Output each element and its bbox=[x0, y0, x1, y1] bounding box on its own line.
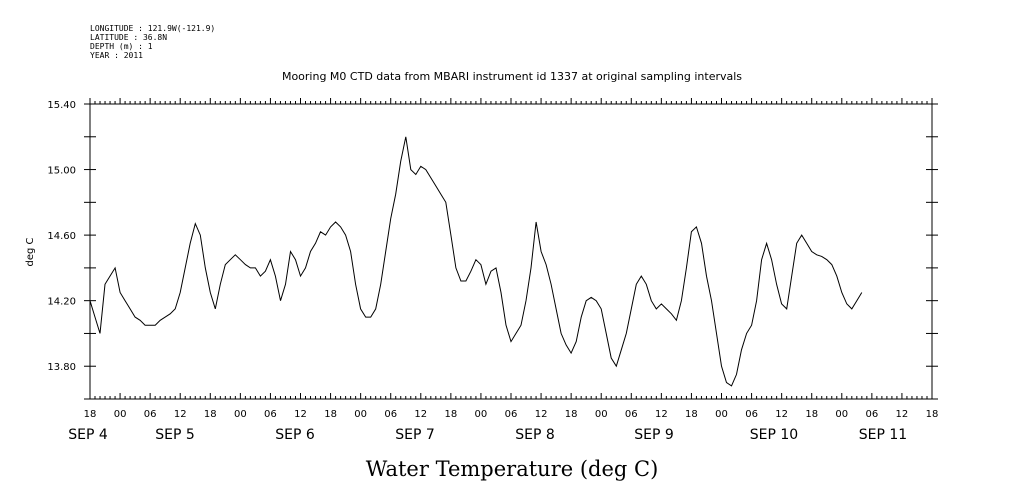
day-label: SEP 10 bbox=[750, 427, 798, 443]
x-tick-label: 12 bbox=[414, 409, 427, 420]
plot-frame bbox=[89, 103, 933, 400]
y-tick-label: 13.80 bbox=[47, 362, 76, 373]
x-tick-label: 18 bbox=[204, 409, 217, 420]
chart-title: Mooring M0 CTD data from MBARI instrumen… bbox=[282, 70, 742, 83]
x-tick-label: 18 bbox=[685, 409, 698, 420]
y-tick-label: 15.00 bbox=[47, 166, 76, 177]
x-tick-label: 00 bbox=[114, 409, 127, 420]
day-label: SEP 5 bbox=[155, 427, 195, 443]
x-tick-label: 12 bbox=[174, 409, 187, 420]
y-tick-label: 14.60 bbox=[47, 231, 76, 242]
longitude-label: LONGITUDE : 121.9W(-121.9) bbox=[90, 24, 215, 33]
day-label: SEP 7 bbox=[395, 427, 435, 443]
x-tick-label: 18 bbox=[324, 409, 337, 420]
day-label: SEP 6 bbox=[275, 427, 315, 443]
x-tick-label: 12 bbox=[535, 409, 548, 420]
x-tick-label: 12 bbox=[775, 409, 788, 420]
day-label: SEP 11 bbox=[859, 427, 907, 443]
day-label: SEP 8 bbox=[515, 427, 555, 443]
year-label: YEAR : 2011 bbox=[90, 51, 143, 60]
day-label: SEP 9 bbox=[634, 427, 674, 443]
x-tick-label: 00 bbox=[234, 409, 247, 420]
x-tick-label: 06 bbox=[144, 409, 157, 420]
latitude-label: LATITUDE : 36.8N bbox=[90, 33, 167, 42]
x-tick-label: 06 bbox=[625, 409, 638, 420]
x-tick-label: 18 bbox=[84, 409, 97, 420]
y-axis-label: deg C bbox=[25, 237, 36, 266]
x-tick-label: 12 bbox=[896, 409, 909, 420]
x-tick-label: 12 bbox=[655, 409, 668, 420]
x-axis-label: Water Temperature (deg C) bbox=[366, 457, 659, 481]
depth-label: DEPTH (m) : 1 bbox=[90, 42, 153, 51]
x-tick-label: 06 bbox=[505, 409, 518, 420]
y-tick-label: 15.40 bbox=[47, 100, 76, 111]
x-tick-label: 06 bbox=[865, 409, 878, 420]
x-tick-label: 00 bbox=[595, 409, 608, 420]
x-tick-label: 18 bbox=[565, 409, 578, 420]
x-tick-label: 00 bbox=[835, 409, 848, 420]
x-axis: 18 00 06 12 18 00 06 12 18 00 06 12 18 00 06 12 18 00 06 12… bbox=[68, 98, 938, 443]
x-tick-label: 18 bbox=[926, 409, 939, 420]
x-tick-label: 00 bbox=[715, 409, 728, 420]
x-tick-label: 18 bbox=[444, 409, 457, 420]
y-tick-label: 14.20 bbox=[47, 297, 76, 308]
x-tick-label: 00 bbox=[354, 409, 367, 420]
y-axis: 15.40 15.00 14.60 14.20 13.80 bbox=[47, 100, 938, 400]
x-tick-label: 06 bbox=[384, 409, 397, 420]
x-tick-label: 00 bbox=[475, 409, 488, 420]
day-label: SEP 4 bbox=[68, 427, 108, 443]
series-line bbox=[89, 136, 863, 387]
x-tick-label: 06 bbox=[264, 409, 277, 420]
x-tick-label: 12 bbox=[294, 409, 307, 420]
x-tick-label: 18 bbox=[805, 409, 818, 420]
x-tick-label: 06 bbox=[745, 409, 758, 420]
